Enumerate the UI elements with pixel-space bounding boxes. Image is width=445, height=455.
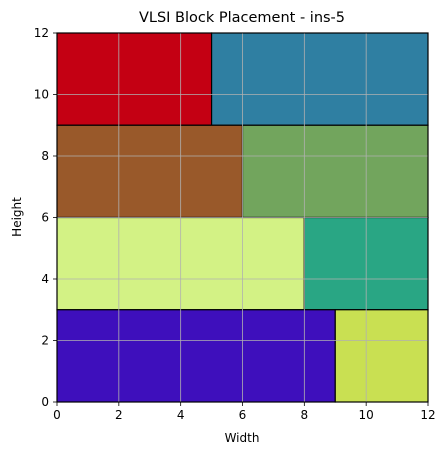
- y-axis-label: Height: [10, 197, 24, 237]
- x-tick-label: 4: [177, 408, 185, 422]
- x-tick-label: 10: [359, 408, 374, 422]
- block-2: [210, 32, 429, 126]
- x-tick-label: 6: [239, 408, 247, 422]
- x-tick-label: 0: [53, 408, 61, 422]
- y-tick-label: 8: [41, 149, 49, 163]
- y-tick-label: 10: [34, 88, 49, 102]
- block-3: [56, 124, 244, 219]
- y-axis-ticks: 0 2 4 6 8 10 12: [34, 26, 57, 409]
- x-tick-label: 8: [301, 408, 309, 422]
- block-7: [56, 309, 336, 403]
- y-tick-label: 2: [41, 334, 49, 348]
- y-tick-label: 0: [41, 395, 49, 409]
- y-tick-label: 12: [34, 26, 49, 40]
- x-tick-label: 12: [420, 408, 435, 422]
- block-1: [56, 32, 213, 126]
- block-8: [334, 309, 429, 403]
- block-4: [241, 124, 429, 219]
- x-tick-label: 2: [115, 408, 123, 422]
- x-axis-label: Width: [225, 431, 260, 445]
- y-tick-label: 4: [41, 272, 49, 286]
- y-tick-label: 6: [41, 211, 49, 225]
- chart-title: VLSI Block Placement - ins-5: [139, 10, 345, 26]
- x-axis-ticks: 0 2 4 6 8 10 12: [53, 402, 436, 422]
